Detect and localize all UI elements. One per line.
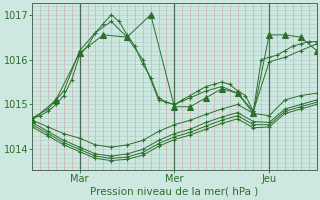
- X-axis label: Pression niveau de la mer( hPa ): Pression niveau de la mer( hPa ): [90, 187, 259, 197]
